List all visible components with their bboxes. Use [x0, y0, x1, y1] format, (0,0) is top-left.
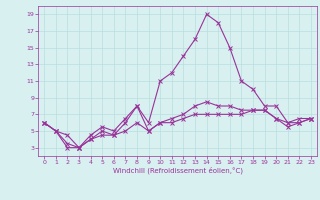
X-axis label: Windchill (Refroidissement éolien,°C): Windchill (Refroidissement éolien,°C) — [113, 167, 243, 174]
